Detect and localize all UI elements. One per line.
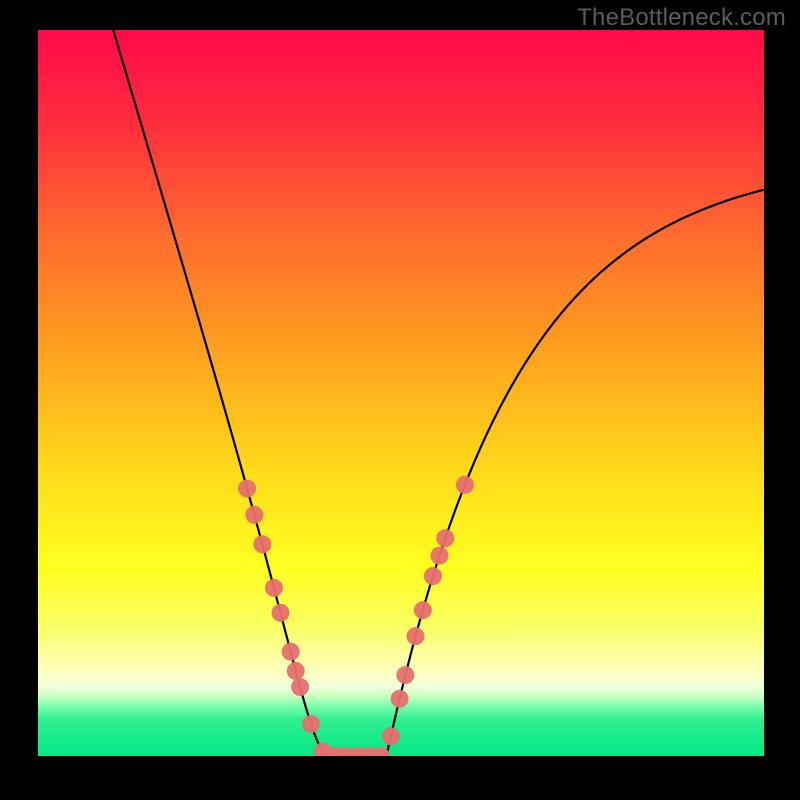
watermark-text: TheBottleneck.com bbox=[577, 4, 786, 32]
curve-marker bbox=[424, 567, 442, 585]
plot-background bbox=[38, 30, 764, 756]
curve-marker bbox=[265, 579, 283, 597]
curve-marker bbox=[382, 727, 400, 745]
curve-marker bbox=[396, 666, 414, 684]
bottleneck-chart bbox=[0, 0, 800, 800]
curve-marker bbox=[245, 506, 263, 524]
curve-marker bbox=[430, 547, 448, 565]
stage: TheBottleneck.com bbox=[0, 0, 800, 800]
curve-marker bbox=[456, 476, 474, 494]
curve-marker bbox=[436, 529, 454, 547]
curve-marker bbox=[302, 715, 320, 733]
curve-marker bbox=[282, 643, 300, 661]
curve-marker bbox=[414, 601, 432, 619]
curve-marker bbox=[391, 690, 409, 708]
curve-marker bbox=[271, 604, 289, 622]
curve-marker bbox=[372, 747, 390, 765]
curve-marker bbox=[287, 662, 305, 680]
curve-marker bbox=[238, 480, 256, 498]
curve-marker bbox=[291, 678, 309, 696]
curve-marker bbox=[253, 535, 271, 553]
curve-marker bbox=[407, 627, 425, 645]
